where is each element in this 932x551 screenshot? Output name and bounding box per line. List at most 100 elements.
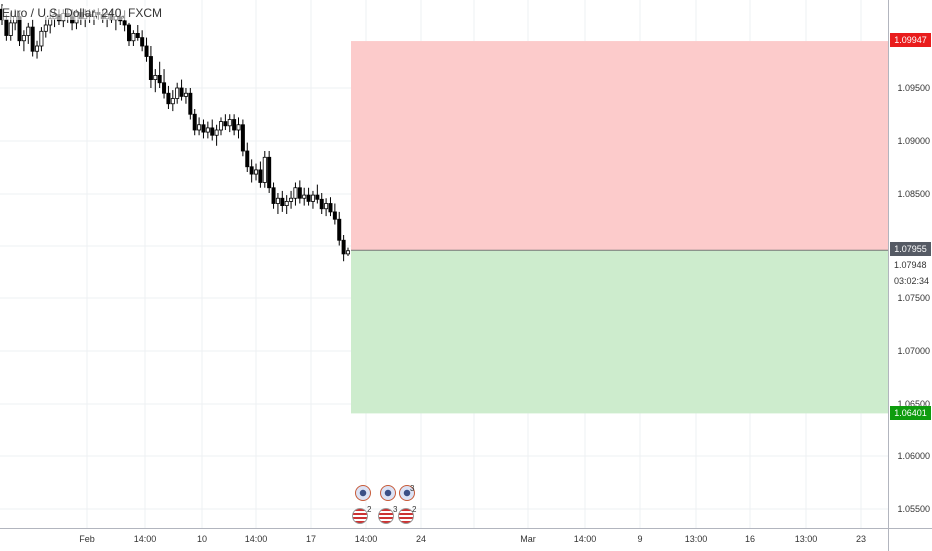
candle-body (262, 156, 267, 183)
candle-body (271, 187, 276, 204)
time-tick: 14:00 (354, 534, 378, 544)
bar-countdown: 03:02:34 (894, 276, 930, 286)
candle-body (175, 87, 180, 99)
time-tick: Feb (79, 534, 95, 544)
candle-body (39, 30, 44, 47)
candle-body (223, 121, 228, 127)
time-tick: Mar (520, 534, 536, 544)
event-count: 2 (367, 505, 372, 514)
candle-body (210, 127, 215, 136)
time-tick: 14:00 (133, 534, 157, 544)
price-tick: 1.09000 (897, 136, 930, 146)
candle-body (249, 166, 254, 175)
candle-body (280, 197, 285, 206)
time-tick: 9 (637, 534, 643, 544)
time-axis[interactable]: Feb 14:00 10 14:00 17 14:00 24 Mar 14:00… (0, 528, 888, 551)
candle-body (17, 16, 22, 42)
axis-corner (888, 528, 932, 551)
candle-body (201, 124, 206, 133)
economic-event-icon[interactable] (380, 485, 396, 501)
candle-body (324, 203, 329, 210)
candle-body (337, 218, 342, 241)
economic-event-icon[interactable] (399, 485, 415, 501)
candle-body (4, 19, 9, 36)
price-tick: 1.05500 (897, 504, 930, 514)
candle-body (192, 113, 197, 131)
candle-body (345, 250, 350, 255)
candle-body (8, 22, 13, 36)
candle-body (297, 187, 302, 199)
candle-body (162, 82, 167, 94)
price-axis[interactable]: 1.09500 1.09000 1.08500 1.07500 1.07000 … (888, 0, 932, 528)
candle-body (170, 98, 175, 105)
candle-body (302, 194, 307, 199)
time-tick: 23 (855, 534, 867, 544)
candle-body (293, 187, 298, 199)
take-profit-price-label: 1.06401 (890, 406, 931, 420)
candle-body (205, 127, 210, 133)
candle-body (30, 26, 35, 52)
candle-body (254, 169, 259, 175)
candle-body (135, 33, 140, 39)
us-flag-event-icon[interactable] (398, 508, 414, 524)
us-flag-event-icon[interactable] (352, 508, 368, 524)
candle-body (289, 197, 294, 202)
event-count: 3 (410, 484, 415, 493)
candle-body (197, 124, 202, 131)
candle-body (153, 75, 158, 81)
economic-event-icon[interactable] (355, 485, 371, 501)
candle-body (341, 239, 346, 255)
candle-body (275, 197, 280, 204)
candle-body (166, 92, 171, 105)
price-tick: 1.09500 (897, 83, 930, 93)
candle-body (157, 75, 162, 84)
candle-body (232, 119, 237, 131)
event-count: 2 (412, 505, 417, 514)
candle-body (328, 203, 333, 213)
price-chart[interactable] (0, 0, 888, 528)
price-tick: 1.07500 (897, 293, 930, 303)
chart-pane[interactable]: Euro / U.S. Dollar, 240, FXCM 3 2 3 2 (0, 0, 888, 528)
symbol-title: Euro / U.S. Dollar, 240, FXCM (2, 6, 163, 20)
candle-body (35, 45, 40, 52)
candle-body (310, 194, 315, 202)
price-tick: 1.08500 (897, 189, 930, 199)
stop-loss-price-label: 1.09947 (890, 33, 931, 47)
candle-body (214, 129, 219, 136)
time-tick: 24 (415, 534, 427, 544)
candle-body (240, 124, 245, 152)
candle-body (306, 194, 311, 202)
time-tick: 17 (305, 534, 317, 544)
candle-body (131, 33, 136, 42)
time-tick: 16 (744, 534, 756, 544)
candle-body (148, 56, 153, 81)
candle-body (26, 26, 31, 36)
last-price-label: 1.07948 (894, 260, 927, 270)
candle-body (267, 156, 272, 189)
candle-body (127, 24, 132, 42)
stop-loss-zone (351, 41, 888, 251)
candle-body (122, 20, 127, 26)
candle-body (183, 92, 188, 97)
time-tick: 14:00 (244, 534, 268, 544)
candle-body (140, 37, 145, 47)
event-count: 3 (393, 505, 398, 514)
candle-body (179, 87, 184, 97)
candle-body (319, 198, 324, 210)
time-tick: 14:00 (573, 534, 597, 544)
time-tick: 13:00 (794, 534, 818, 544)
candle-body (227, 119, 232, 127)
candle-body (236, 124, 241, 131)
time-tick: 10 (196, 534, 208, 544)
candle-body (315, 194, 320, 200)
us-flag-event-icon[interactable] (378, 508, 394, 524)
candle-body (21, 35, 26, 42)
candle-body (284, 200, 289, 206)
candle-body (188, 92, 193, 115)
candle-body (144, 45, 149, 57)
candle-body (245, 150, 250, 168)
time-tick: 13:00 (684, 534, 708, 544)
entry-price-label: 1.07955 (890, 242, 931, 256)
candle-body (332, 211, 337, 220)
candle-body (43, 24, 48, 32)
